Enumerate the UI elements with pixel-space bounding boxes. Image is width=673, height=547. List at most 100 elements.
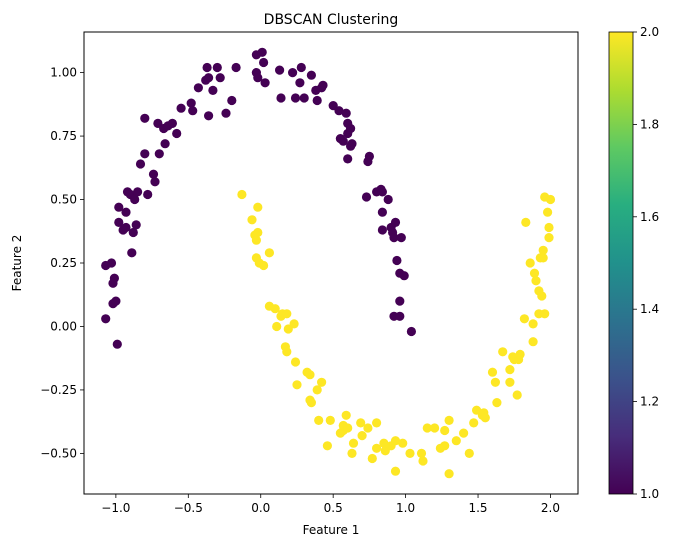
- scatter-point-cluster-2: [440, 425, 450, 436]
- scatter-point-cluster-1: [101, 314, 111, 324]
- scatter-point-cluster-2: [538, 245, 548, 255]
- scatter-point-cluster-2: [512, 390, 522, 400]
- scatter-point-cluster-2: [280, 342, 290, 352]
- scatter-point-cluster-2: [525, 258, 535, 268]
- scatter-point-cluster-2: [390, 466, 401, 476]
- scatter-point-cluster-2: [545, 194, 556, 205]
- scatter-point-cluster-2: [515, 349, 525, 359]
- scatter-point-cluster-1: [306, 70, 316, 80]
- scatter-point-cluster-2: [519, 314, 530, 324]
- scatter-point-cluster-2: [538, 253, 548, 263]
- y-tick-label: −0.50: [40, 446, 77, 460]
- scatter-point-cluster-2: [505, 377, 515, 387]
- scatter-point-cluster-2: [544, 233, 554, 243]
- scatter-point-cluster-2: [314, 415, 324, 425]
- scatter-point-cluster-2: [367, 453, 377, 464]
- scatter-point-cluster-1: [395, 311, 405, 321]
- scatter-point-cluster-2: [529, 268, 540, 278]
- colorbar-ticks: 1.0 1.2 1.4 1.6 1.8 2.0: [633, 25, 659, 501]
- scatter-point-cluster-2: [451, 436, 461, 446]
- scatter-point-cluster-2: [282, 309, 292, 319]
- x-tick-label: 0.5: [324, 501, 343, 515]
- scatter-point-cluster-2: [347, 448, 357, 458]
- scatter-point-cluster-1: [204, 73, 214, 83]
- scatter-point-cluster-1: [127, 248, 137, 258]
- scatter-point-cluster-1: [290, 93, 301, 103]
- scatter-point-cluster-1: [111, 296, 121, 306]
- scatter-point-cluster-1: [215, 73, 225, 83]
- scatter-point-cluster-2: [357, 431, 367, 441]
- scatter-point-cluster-2: [348, 438, 359, 448]
- scatter-point-cluster-1: [276, 93, 286, 103]
- scatter-point-cluster-1: [389, 233, 399, 243]
- scatter-point-cluster-1: [312, 95, 322, 106]
- scatter-point-cluster-1: [114, 217, 124, 227]
- scatter-point-cluster-2: [305, 370, 315, 380]
- scatter-point-cluster-2: [521, 217, 531, 227]
- x-tick-label: 1.5: [468, 501, 487, 515]
- scatter-point-cluster-2: [490, 377, 500, 387]
- scatter-point-cluster-1: [227, 95, 237, 106]
- scatter-point-cluster-1: [377, 225, 387, 235]
- scatter-point-cluster-1: [148, 169, 159, 179]
- scatter-point-cluster-1: [188, 106, 198, 116]
- scatter-point-cluster-1: [208, 85, 218, 95]
- scatter-point-cluster-2: [289, 319, 299, 329]
- scatter-point-cluster-1: [377, 207, 387, 217]
- x-axis-ticks: −1.0 −0.5 0.0 0.5 1.0 1.5 2.0: [101, 494, 560, 515]
- scatter-point-cluster-1: [186, 98, 196, 108]
- scatter-point-cluster-1: [392, 255, 402, 266]
- y-axis-label: Feature 2: [10, 235, 24, 292]
- scatter-point-cluster-1: [406, 326, 416, 337]
- scatter-point-cluster-1: [396, 233, 406, 243]
- scatter-point-cluster-2: [251, 235, 261, 245]
- y-tick-label: −0.25: [40, 383, 77, 397]
- scatter-point-cluster-1: [193, 83, 203, 93]
- scatter-point-cluster-1: [346, 123, 356, 134]
- scatter-point-cluster-1: [154, 149, 164, 159]
- scatter-point-cluster-1: [140, 149, 150, 159]
- scatter-point-cluster-2: [356, 418, 366, 428]
- scatter-point-cluster-1: [390, 217, 401, 227]
- scatter-point-cluster-1: [341, 108, 351, 118]
- scatter-point-cluster-2: [480, 413, 490, 423]
- scatter-point-cluster-2: [272, 321, 282, 332]
- colorbar-tick-label: 1.0: [640, 487, 659, 501]
- scatter-point-cluster-2: [292, 380, 302, 390]
- scatter-point-cluster-1: [133, 187, 143, 197]
- scatter-point-cluster-2: [343, 423, 353, 433]
- scatter-point-cluster-1: [361, 192, 372, 202]
- scatter-point-cluster-1: [257, 47, 267, 57]
- scatter-point-cluster-1: [334, 106, 344, 116]
- scatter-point-cluster-2: [469, 418, 479, 428]
- scatter-point-cluster-1: [150, 177, 160, 187]
- scatter-point-cluster-1: [167, 118, 177, 128]
- scatter-point-cluster-2: [505, 365, 515, 375]
- y-tick-label: 0.50: [50, 193, 77, 207]
- scatter-point-cluster-1: [377, 187, 387, 197]
- x-tick-label: −1.0: [101, 501, 130, 515]
- scatter-point-cluster-2: [259, 260, 269, 271]
- scatter-point-cluster-2: [341, 410, 351, 420]
- scatter-point-cluster-1: [299, 93, 309, 103]
- scatter-point-cluster-1: [231, 62, 241, 73]
- scatter-point-cluster-1: [221, 108, 231, 118]
- scatter-point-cluster-2: [390, 436, 401, 446]
- scatter-point-cluster-2: [253, 227, 263, 238]
- scatter-point-cluster-1: [140, 113, 150, 123]
- scatter-point-cluster-1: [108, 278, 118, 288]
- x-tick-label: 0.0: [251, 501, 270, 515]
- scatter-point-cluster-2: [306, 398, 316, 408]
- colorbar-tick-label: 1.8: [640, 117, 659, 131]
- scatter-point-cluster-1: [275, 65, 285, 75]
- x-tick-label: 1.0: [396, 501, 415, 515]
- scatter-point-cluster-1: [347, 139, 357, 149]
- scatter-point-cluster-2: [440, 441, 450, 451]
- scatter-point-cluster-2: [290, 357, 301, 367]
- scatter-point-cluster-2: [372, 443, 382, 453]
- y-axis-ticks: −0.50 −0.25 0.00 0.25 0.50 0.75 1.00: [40, 66, 84, 460]
- scatter-point-cluster-1: [135, 159, 146, 169]
- scatter-point-cluster-2: [444, 469, 454, 479]
- scatter-point-cluster-1: [212, 62, 222, 73]
- scatter-point-cluster-1: [295, 78, 305, 88]
